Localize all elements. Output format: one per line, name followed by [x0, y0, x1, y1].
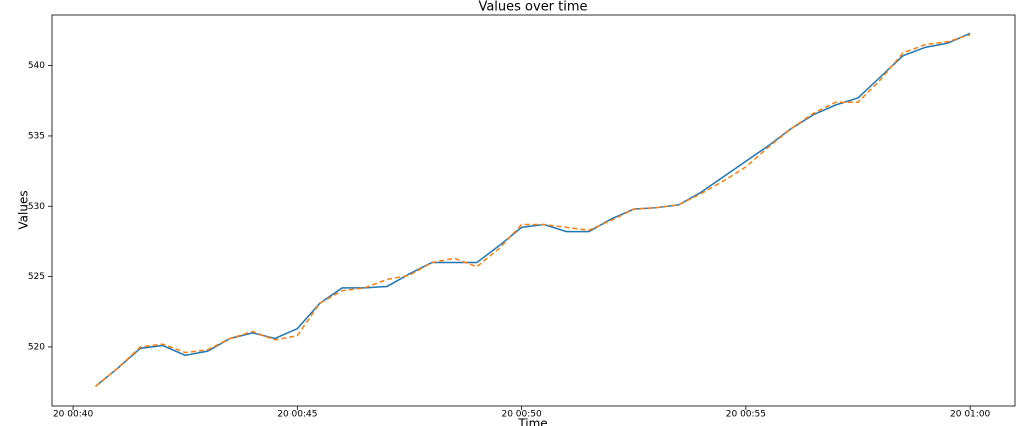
x-axis-label: Time	[517, 417, 547, 426]
y-tick-label: 525	[28, 272, 45, 282]
plot-frame	[51, 14, 1016, 407]
x-tick-label: 20 00:40	[53, 410, 94, 420]
x-tick-label: 20 00:50	[501, 410, 542, 420]
series-line	[95, 32, 971, 387]
y-tick-label: 535	[28, 131, 45, 141]
series-line	[95, 33, 971, 387]
chart-title: Values over time	[478, 0, 587, 15]
x-tick-label: 20 01:00	[950, 410, 991, 420]
y-tick-label: 520	[28, 342, 45, 352]
y-axis-label: Values	[17, 190, 31, 229]
y-tick-label: 540	[28, 61, 45, 71]
y-tick-label: 530	[28, 202, 45, 212]
x-tick-label: 20 00:55	[726, 410, 766, 420]
x-tick-label: 20 00:45	[277, 410, 317, 420]
